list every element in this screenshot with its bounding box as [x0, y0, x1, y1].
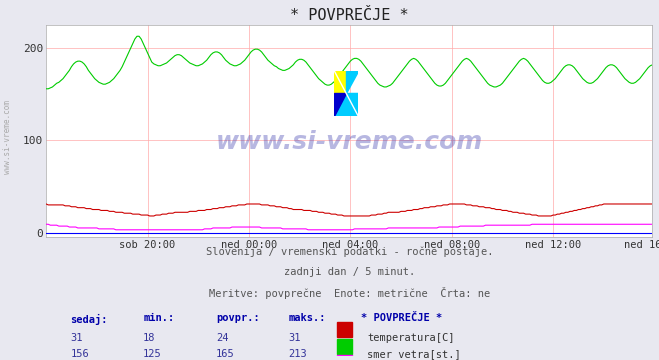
Text: povpr.:: povpr.: [216, 314, 260, 324]
Text: 156: 156 [71, 349, 89, 359]
FancyBboxPatch shape [337, 338, 353, 354]
Text: www.si-vreme.com: www.si-vreme.com [215, 130, 483, 154]
Text: www.si-vreme.com: www.si-vreme.com [3, 100, 13, 174]
Text: zadnji dan / 5 minut.: zadnji dan / 5 minut. [283, 267, 415, 277]
Text: smer vetra[st.]: smer vetra[st.] [368, 349, 461, 359]
FancyBboxPatch shape [337, 322, 353, 337]
Text: 125: 125 [143, 349, 162, 359]
Text: temperatura[C]: temperatura[C] [368, 333, 455, 343]
Text: 24: 24 [216, 333, 229, 343]
Text: maks.:: maks.: [289, 314, 326, 324]
Text: sedaj:: sedaj: [71, 314, 108, 324]
Title: * POVPREČJE *: * POVPREČJE * [290, 8, 409, 23]
Text: 213: 213 [289, 349, 307, 359]
Text: Meritve: povprečne  Enote: metrične  Črta: ne: Meritve: povprečne Enote: metrične Črta:… [209, 287, 490, 299]
Text: 31: 31 [71, 333, 83, 343]
Text: 31: 31 [289, 333, 301, 343]
Text: min.:: min.: [143, 314, 175, 324]
FancyBboxPatch shape [337, 355, 353, 360]
Text: * POVPREČJE *: * POVPREČJE * [361, 314, 443, 324]
Text: Slovenija / vremenski podatki - ročne postaje.: Slovenija / vremenski podatki - ročne po… [206, 247, 493, 257]
Text: 18: 18 [143, 333, 156, 343]
Text: 165: 165 [216, 349, 235, 359]
